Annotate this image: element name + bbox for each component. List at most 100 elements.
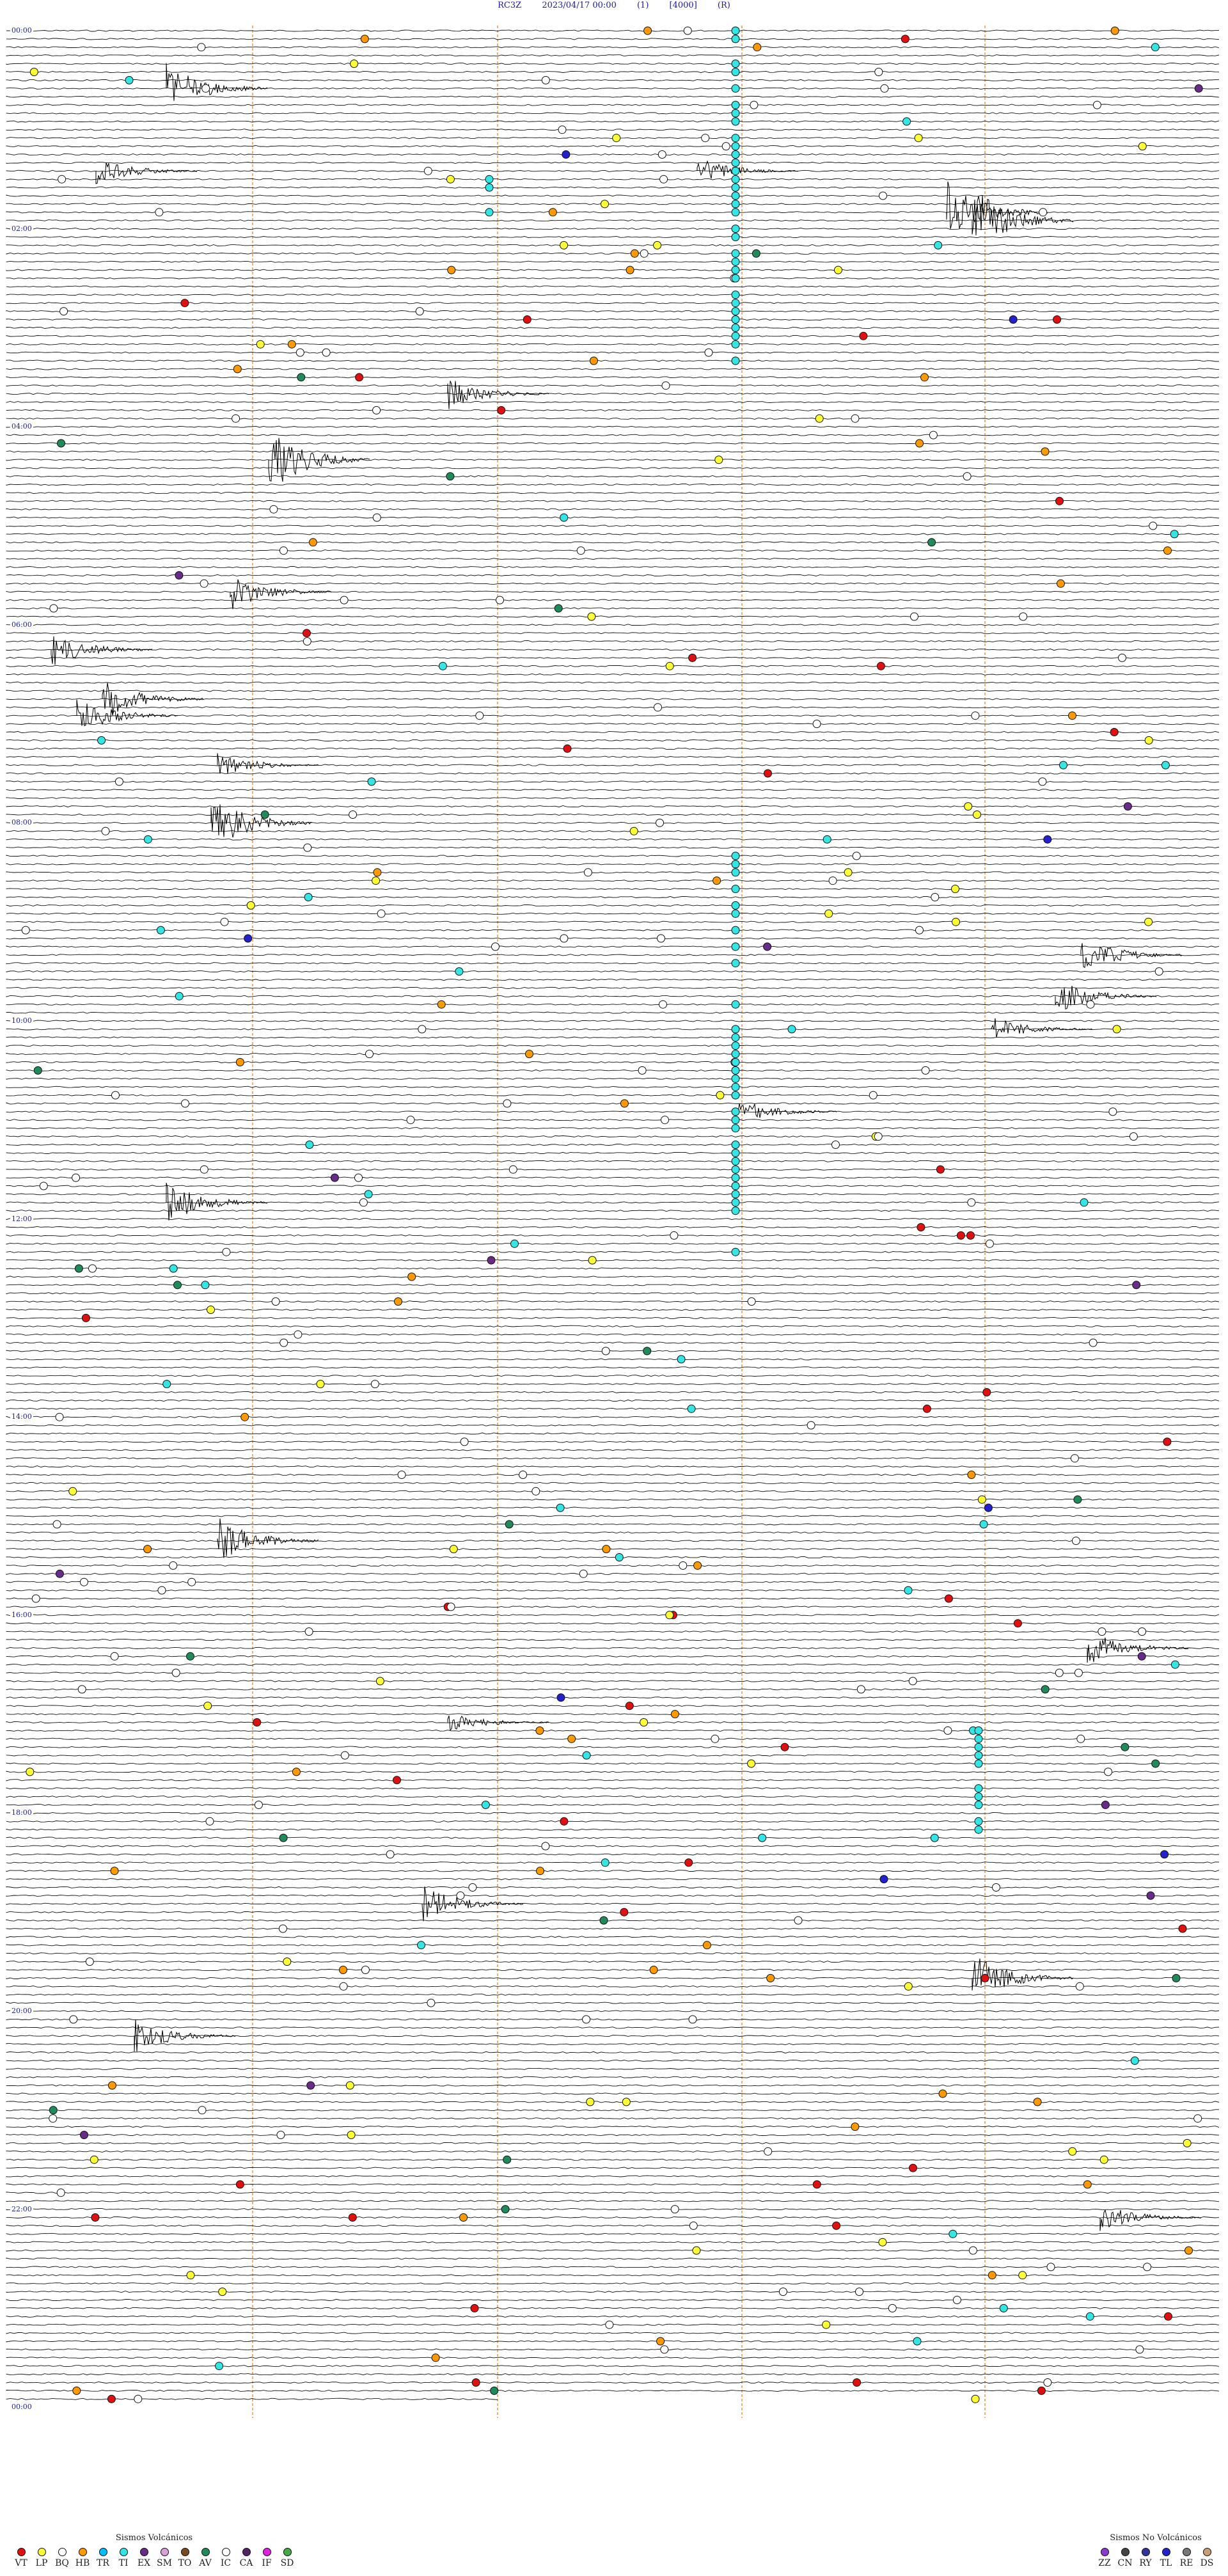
event-marker-icon xyxy=(852,851,861,860)
event-marker-icon xyxy=(964,802,973,811)
event-marker-icon xyxy=(446,472,455,481)
trace-line xyxy=(6,2298,1219,2302)
trace-line xyxy=(6,986,1220,989)
event-marker-icon xyxy=(49,2114,58,2123)
event-marker-icon xyxy=(985,1239,994,1248)
event-marker-icon xyxy=(702,1941,711,1950)
event-marker-icon xyxy=(731,274,740,283)
trace-line xyxy=(6,706,1220,709)
trace-line xyxy=(6,260,1219,263)
event-marker-icon xyxy=(731,208,740,217)
event-marker-icon xyxy=(931,893,940,901)
trace-line xyxy=(6,1226,1220,1229)
event-marker-icon xyxy=(601,1347,610,1355)
trace-line xyxy=(6,1993,1220,1996)
trace-line xyxy=(6,1878,1219,1881)
event-marker-icon xyxy=(1071,1537,1080,1545)
event-marker-icon xyxy=(731,109,740,118)
event-marker-icon xyxy=(704,348,713,357)
trace-line xyxy=(6,161,1220,164)
legend-nonvolcanic-dot-icon xyxy=(1202,2548,1211,2556)
trace-line xyxy=(6,2291,1220,2293)
trace-line xyxy=(6,549,1220,552)
event-marker-icon xyxy=(459,2213,468,2222)
trace-line xyxy=(6,310,1220,313)
trace-line xyxy=(6,2126,1220,2128)
trace-line xyxy=(6,2357,1220,2359)
event-marker-icon xyxy=(52,1520,61,1529)
trace-line xyxy=(6,1135,1220,1138)
event-marker-icon xyxy=(200,579,209,588)
event-marker-icon xyxy=(72,1173,81,1182)
trace-line xyxy=(6,54,1220,57)
event-marker-icon xyxy=(974,1751,983,1760)
event-marker-icon xyxy=(731,860,740,869)
legend-volcanic-dot-icon xyxy=(242,2548,251,2556)
event-marker-icon xyxy=(339,1966,347,1974)
event-marker-icon xyxy=(361,1966,370,1974)
event-marker-icon xyxy=(1038,777,1047,786)
event-marker-icon xyxy=(716,1091,725,1100)
event-marker-icon xyxy=(938,2089,947,2098)
event-marker-icon xyxy=(531,1487,540,1496)
event-marker-icon xyxy=(1059,761,1067,770)
event-marker-icon xyxy=(107,2081,116,2090)
trace-line xyxy=(6,211,1220,214)
trace-line xyxy=(6,1242,1220,1245)
event-marker-icon xyxy=(914,134,923,143)
trace-line xyxy=(6,2142,1220,2144)
trace-line xyxy=(6,1325,1220,1327)
event-marker-icon xyxy=(347,2131,356,2139)
trace-line xyxy=(6,1548,1220,1551)
trace-line xyxy=(6,1663,1219,1666)
event-marker-icon xyxy=(731,323,740,332)
event-marker-icon xyxy=(656,818,664,827)
event-marker-icon xyxy=(447,265,456,274)
event-marker-icon xyxy=(640,249,649,258)
event-marker-icon xyxy=(1161,761,1170,770)
event-marker-icon xyxy=(406,1116,415,1125)
trace-line xyxy=(6,1259,1220,1261)
trace-line xyxy=(6,2043,1220,2046)
legend-nonvolcanic-dot-icon xyxy=(1182,2548,1191,2556)
event-marker-icon xyxy=(377,909,386,918)
trace-line xyxy=(6,294,1220,296)
event-marker-icon xyxy=(523,315,531,324)
event-marker-icon xyxy=(902,117,911,126)
trace-line xyxy=(6,1119,1220,1121)
trace-line xyxy=(6,1251,1220,1253)
trace-line xyxy=(6,79,1220,81)
trace-line xyxy=(6,417,1220,420)
event-marker-icon xyxy=(558,125,567,134)
event-marker-icon xyxy=(888,2303,897,2312)
trace-line xyxy=(6,755,1220,758)
event-marker-icon xyxy=(731,191,740,200)
event-marker-icon xyxy=(394,1297,402,1306)
event-marker-icon xyxy=(283,1957,292,1966)
event-marker-icon xyxy=(601,1858,610,1867)
event-marker-icon xyxy=(187,1577,196,1586)
event-marker-icon xyxy=(731,1074,740,1083)
event-marker-icon xyxy=(304,1627,313,1636)
trace-line xyxy=(6,1383,1220,1386)
event-marker-icon xyxy=(980,1973,989,1982)
trace-line xyxy=(6,1985,1220,1987)
event-marker-icon xyxy=(731,868,740,877)
event-marker-icon xyxy=(731,233,740,241)
trace-line xyxy=(6,2059,1220,2062)
trace-line xyxy=(6,1267,1220,1270)
event-marker-icon xyxy=(519,1471,528,1479)
trace-line xyxy=(6,1168,1220,1171)
event-waveform xyxy=(991,1018,1093,1038)
trace-line xyxy=(6,475,1220,478)
legend-volcanic-dot-icon xyxy=(98,2548,107,2556)
event-marker-icon xyxy=(766,1973,775,1982)
event-marker-icon xyxy=(929,431,938,439)
event-marker-icon xyxy=(350,59,359,68)
trace-line xyxy=(6,376,1220,379)
event-marker-icon xyxy=(879,1875,888,1884)
event-marker-icon xyxy=(364,1190,373,1199)
trace-line xyxy=(6,170,1220,172)
event-marker-icon xyxy=(922,1404,931,1413)
trace-line xyxy=(6,772,1220,775)
